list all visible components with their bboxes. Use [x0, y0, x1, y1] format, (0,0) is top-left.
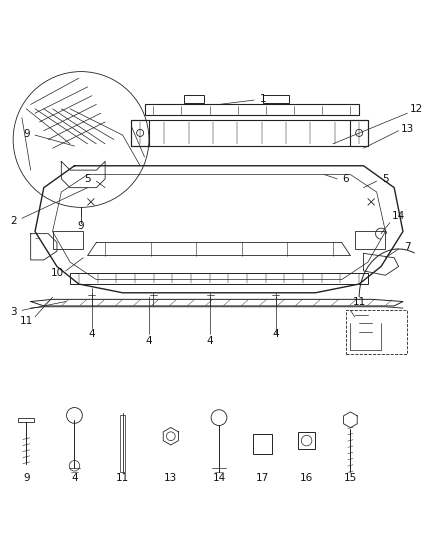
- Bar: [53, 231, 83, 249]
- Text: 13: 13: [164, 473, 177, 482]
- Text: 15: 15: [344, 473, 357, 482]
- Bar: [346, 310, 407, 354]
- Text: 9: 9: [23, 473, 30, 482]
- Text: 7: 7: [404, 242, 411, 252]
- Text: 13: 13: [401, 124, 414, 134]
- Bar: [131, 120, 368, 146]
- Text: 5: 5: [382, 174, 389, 184]
- Text: 16: 16: [300, 473, 313, 482]
- Text: 9: 9: [78, 221, 85, 231]
- Text: 11: 11: [116, 473, 129, 482]
- Text: 1: 1: [259, 94, 266, 104]
- Text: 14: 14: [392, 211, 405, 221]
- Text: 5: 5: [84, 174, 91, 184]
- Text: 11: 11: [353, 296, 366, 306]
- Text: 10: 10: [50, 268, 64, 278]
- Bar: [298, 432, 315, 449]
- Bar: [70, 273, 368, 284]
- Bar: [350, 120, 368, 146]
- Text: 11: 11: [20, 316, 33, 326]
- Bar: [355, 231, 385, 249]
- Bar: [120, 415, 125, 472]
- Bar: [263, 95, 289, 103]
- Bar: [145, 104, 359, 115]
- Text: 3: 3: [10, 308, 17, 318]
- Bar: [253, 434, 272, 454]
- Text: 2: 2: [10, 215, 17, 225]
- Text: 4: 4: [272, 329, 279, 340]
- Text: 4: 4: [88, 329, 95, 340]
- Text: 4: 4: [71, 473, 78, 482]
- Bar: [184, 95, 204, 103]
- Text: 4: 4: [207, 336, 214, 346]
- Text: 4: 4: [145, 336, 152, 346]
- Bar: [18, 418, 34, 422]
- Text: 17: 17: [256, 473, 269, 482]
- Text: 14: 14: [212, 473, 226, 482]
- Text: 12: 12: [410, 104, 423, 114]
- Bar: [131, 120, 149, 146]
- Text: 9: 9: [23, 129, 30, 139]
- Text: 6: 6: [343, 174, 350, 184]
